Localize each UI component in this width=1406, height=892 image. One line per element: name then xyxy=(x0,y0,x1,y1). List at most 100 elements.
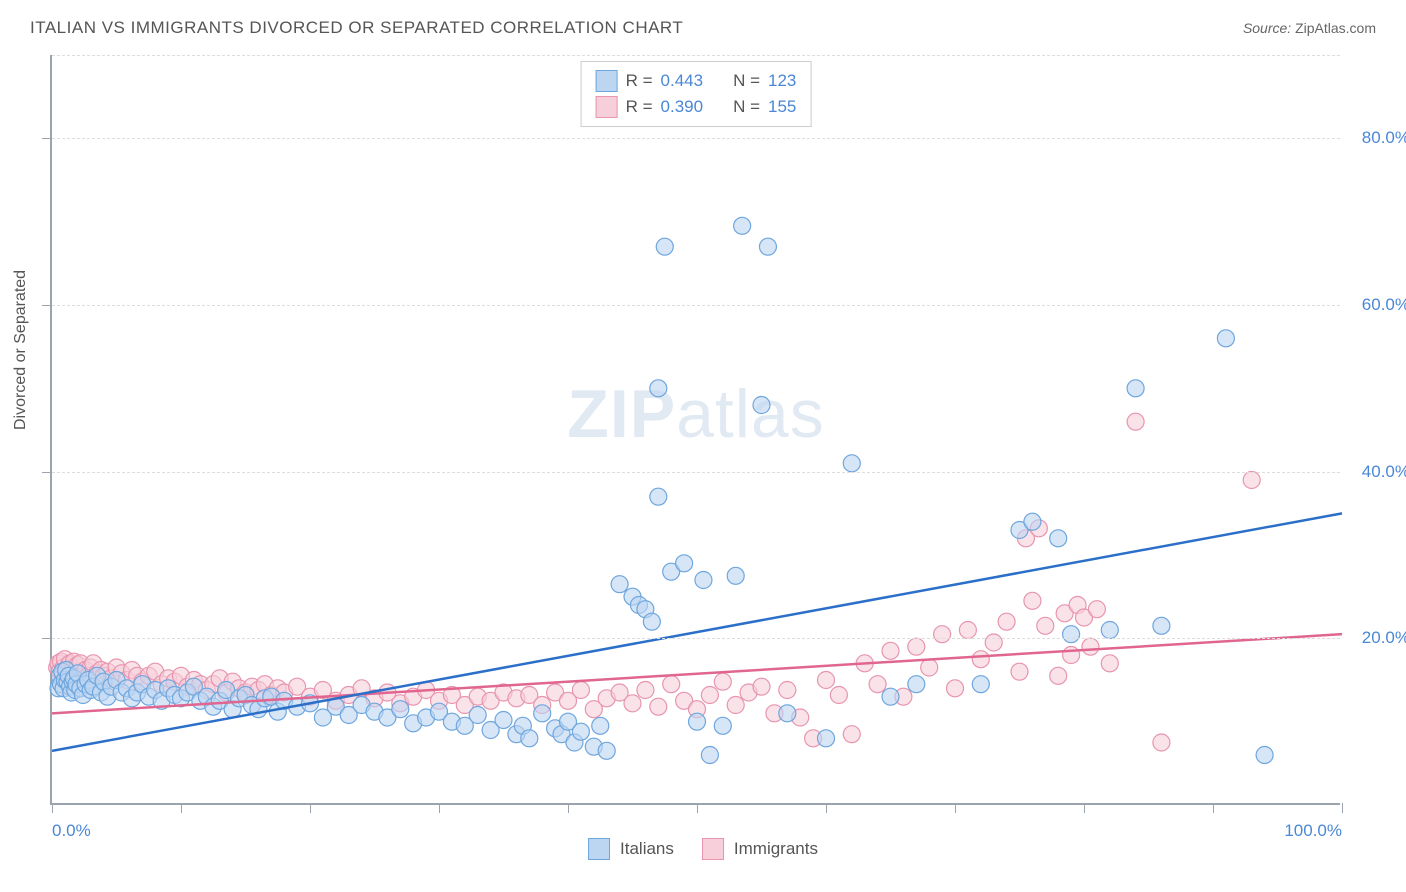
data-point xyxy=(1127,413,1144,430)
data-point xyxy=(1217,330,1234,347)
xtick xyxy=(439,803,440,813)
data-point xyxy=(779,705,796,722)
ytick-label: 80.0% xyxy=(1350,128,1406,148)
xtick xyxy=(826,803,827,813)
data-point xyxy=(1037,617,1054,634)
data-point xyxy=(882,688,899,705)
legend-row-1: R = 0.443 N = 123 xyxy=(596,68,797,94)
xtick xyxy=(52,803,53,813)
legend-row-2: R = 0.390 N = 155 xyxy=(596,94,797,120)
plot-area: ZIPatlas R = 0.443 N = 123 R = 0.390 N =… xyxy=(50,55,1340,805)
data-point xyxy=(392,701,409,718)
data-point xyxy=(676,555,693,572)
data-point xyxy=(689,713,706,730)
data-point xyxy=(656,238,673,255)
xtick xyxy=(1084,803,1085,813)
data-point xyxy=(869,676,886,693)
gridline xyxy=(52,55,1340,56)
data-point xyxy=(592,717,609,734)
legend-label-2: Immigrants xyxy=(734,839,818,859)
data-point xyxy=(959,622,976,639)
data-point xyxy=(1088,601,1105,618)
data-point xyxy=(1101,622,1118,639)
legend-item-1: Italians xyxy=(588,838,674,860)
xtick xyxy=(1213,803,1214,813)
data-point xyxy=(947,680,964,697)
data-point xyxy=(753,678,770,695)
legend-label-1: Italians xyxy=(620,839,674,859)
data-point xyxy=(843,455,860,472)
data-point xyxy=(643,613,660,630)
source-attribution: Source: ZipAtlas.com xyxy=(1243,20,1376,36)
ytick-label: 20.0% xyxy=(1350,628,1406,648)
r-label: R = xyxy=(626,97,653,117)
y-axis-label: Divorced or Separated xyxy=(12,270,30,430)
data-point xyxy=(714,717,731,734)
data-point xyxy=(1082,638,1099,655)
xtick-label: 0.0% xyxy=(52,821,91,841)
data-point xyxy=(695,572,712,589)
swatch-series1 xyxy=(596,70,618,92)
source-value: ZipAtlas.com xyxy=(1295,20,1376,36)
data-point xyxy=(469,707,486,724)
ytick xyxy=(42,138,52,139)
data-point xyxy=(727,697,744,714)
gridline xyxy=(52,472,1340,473)
swatch-series2 xyxy=(596,96,618,118)
data-point xyxy=(624,695,641,712)
swatch-series1 xyxy=(588,838,610,860)
n-label: N = xyxy=(733,71,760,91)
r-value: 0.443 xyxy=(661,71,704,91)
data-point xyxy=(1050,530,1067,547)
data-point xyxy=(734,217,751,234)
ytick-label: 60.0% xyxy=(1350,295,1406,315)
ytick xyxy=(42,472,52,473)
data-point xyxy=(972,676,989,693)
data-point xyxy=(1063,626,1080,643)
data-point xyxy=(921,659,938,676)
source-label: Source: xyxy=(1243,20,1291,36)
data-point xyxy=(1127,380,1144,397)
xtick xyxy=(955,803,956,813)
ytick-label: 40.0% xyxy=(1350,462,1406,482)
data-point xyxy=(1153,734,1170,751)
xtick-label: 100.0% xyxy=(1284,821,1342,841)
chart-header: ITALIAN VS IMMIGRANTS DIVORCED OR SEPARA… xyxy=(30,18,1376,38)
data-point xyxy=(843,726,860,743)
chart-svg xyxy=(52,55,1340,803)
xtick xyxy=(181,803,182,813)
n-value: 155 xyxy=(768,97,796,117)
data-point xyxy=(714,673,731,690)
data-point xyxy=(753,397,770,414)
data-point xyxy=(818,672,835,689)
r-value: 0.390 xyxy=(661,97,704,117)
data-point xyxy=(908,638,925,655)
data-point xyxy=(572,682,589,699)
data-point xyxy=(650,380,667,397)
xtick xyxy=(1342,803,1343,813)
legend-bottom: Italians Immigrants xyxy=(588,838,818,860)
data-point xyxy=(882,642,899,659)
xtick xyxy=(310,803,311,813)
data-point xyxy=(534,705,551,722)
data-point xyxy=(1050,667,1067,684)
data-point xyxy=(1024,513,1041,530)
data-point xyxy=(521,730,538,747)
data-point xyxy=(701,747,718,764)
data-point xyxy=(611,576,628,593)
legend-top: R = 0.443 N = 123 R = 0.390 N = 155 xyxy=(581,61,812,127)
data-point xyxy=(830,687,847,704)
r-label: R = xyxy=(626,71,653,91)
n-label: N = xyxy=(733,97,760,117)
data-point xyxy=(972,651,989,668)
data-point xyxy=(598,742,615,759)
data-point xyxy=(1024,592,1041,609)
data-point xyxy=(572,723,589,740)
data-point xyxy=(663,676,680,693)
swatch-series2 xyxy=(702,838,724,860)
data-point xyxy=(1153,617,1170,634)
data-point xyxy=(701,687,718,704)
legend-item-2: Immigrants xyxy=(702,838,818,860)
data-point xyxy=(650,698,667,715)
gridline xyxy=(52,138,1340,139)
